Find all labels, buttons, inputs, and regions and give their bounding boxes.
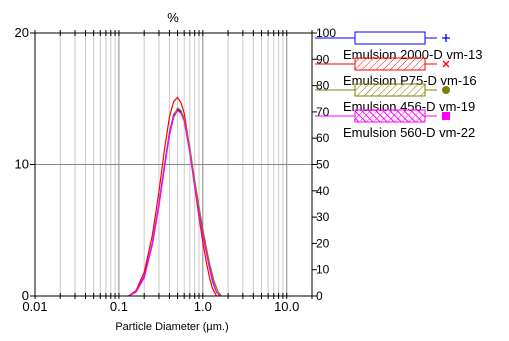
x-tick-label: 0.1 [110,299,128,314]
y2-tick-label: 20 [316,236,330,250]
y2-tick-label: 90 [316,52,330,66]
chart-title: % [167,10,179,25]
x-tick-label: 10.0 [274,299,299,314]
legend-label-4: Emulsion 560-D vm-22 [343,125,475,140]
y2-tick-label: 50 [316,158,330,172]
series-line-1 [128,108,221,297]
x-tick-label: 0.01 [22,299,47,314]
y2-tick-label: 10 [316,263,330,277]
legend-marker-plus-icon [442,34,450,42]
series-lines [128,96,222,297]
legend-marker-square-icon [442,112,450,120]
y2-tick-label: 30 [316,210,330,224]
y2-tick-label: 70 [316,105,330,119]
grid [35,33,312,296]
y-tick-label: 10 [15,157,29,172]
y2-tick-label: 0 [316,289,323,303]
y-tick-label: 0 [22,288,29,303]
y2-tick-label: 60 [316,131,330,145]
y2-tick-label: 80 [316,79,330,93]
legend-swatch-3 [354,83,426,97]
y2-tick-label: 40 [316,184,330,198]
series-line-2 [128,96,217,297]
legend-swatch-4 [354,109,426,123]
legend-marker-cross-icon [442,60,450,68]
x-axis-label: Particle Diameter (µm.) [115,321,228,333]
series-line-4 [128,109,221,297]
axes: 0.01 0.1 1.0 10.0 0 10 20 0 10 20 30 40 50 60 70 80 90 10… [15,25,337,314]
y-tick-label: 20 [15,25,29,40]
legend-swatch-2 [354,57,426,71]
y2-tick-label: 100 [316,26,336,40]
x-tick-label: 1.0 [194,299,212,314]
legend-marker-circle-icon [442,86,450,94]
legend-swatch-1 [354,31,426,45]
